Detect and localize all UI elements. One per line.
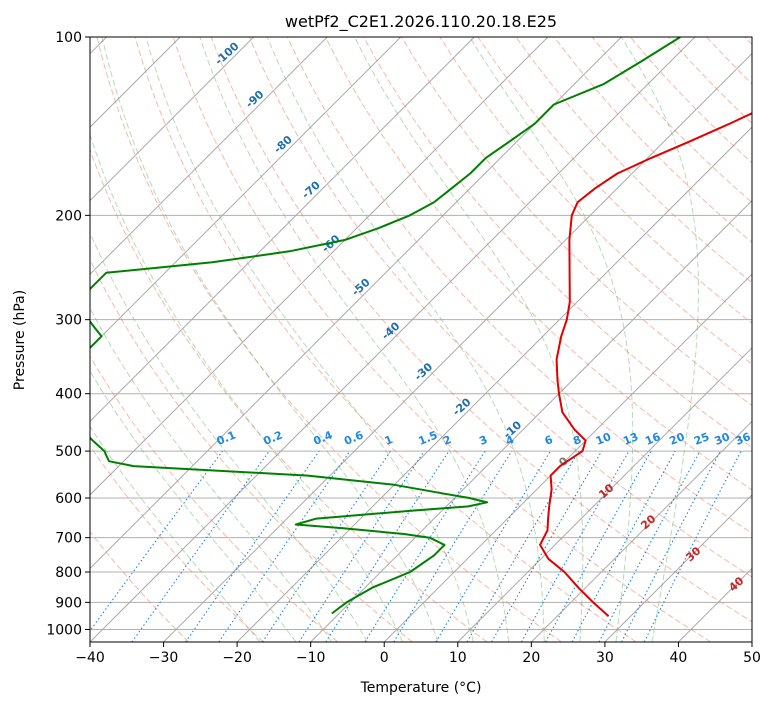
mixing-ratio-label: 36 (733, 430, 752, 448)
x-tick-label: −10 (296, 650, 326, 666)
dewpoint-profile-line (90, 37, 681, 615)
dry-adiabat (248, 37, 752, 578)
x-tick-label: 40 (670, 650, 688, 666)
moist-adiabat (199, 37, 510, 642)
dry-adiabat (90, 148, 488, 642)
moist-adiabat (145, 37, 474, 642)
mixing-ratio-label: 30 (713, 430, 732, 448)
moist-adiabat (101, 37, 439, 642)
mixing-ratio-label: 25 (692, 430, 711, 448)
mixing-ratio-label: 8 (571, 433, 583, 448)
isotherm-line (90, 37, 696, 642)
x-tick-label: 0 (380, 650, 389, 666)
y-tick-label: 500 (55, 444, 82, 460)
y-tick-label: 300 (55, 313, 82, 329)
mixing-ratio-line (571, 450, 676, 642)
mixing-ratio-label: 1 (383, 433, 395, 448)
dry-adiabat (286, 37, 752, 534)
x-tick-label: 30 (596, 650, 614, 666)
x-axis-label: Temperature (°C) (360, 680, 482, 696)
isotherm-line (383, 273, 752, 642)
isotherm-line (163, 52, 752, 642)
y-axis-label: Pressure (hPa) (12, 290, 28, 390)
mixing-ratio-label: 3 (477, 433, 489, 448)
dry-adiabat (90, 355, 339, 642)
y-tick-label: 400 (55, 387, 82, 403)
dry-adiabat (515, 37, 752, 284)
plot-frame (89, 36, 753, 643)
isotherm-line (90, 37, 622, 570)
moist-adiabat (90, 425, 261, 642)
mixing-ratio-label: 13 (621, 430, 640, 448)
mixing-ratio-label: 2 (441, 433, 453, 448)
dry-adiabat (90, 531, 190, 642)
mixing-ratio-line (185, 450, 320, 642)
y-tick-label: 100 (55, 30, 82, 46)
isotherm-line (90, 37, 328, 275)
mixing-ratio-line (298, 450, 425, 642)
dry-adiabat (90, 445, 264, 642)
chart-title: wetPf2_C2E1.2026.110.20.18.E25 (285, 12, 557, 32)
dry-adiabat (401, 37, 752, 407)
mixing-ratio-line (545, 450, 652, 642)
x-tick-label: 10 (449, 650, 467, 666)
isotherm-line (90, 37, 255, 202)
mixing-ratio-line (262, 450, 391, 642)
dry-adiabat (325, 37, 752, 491)
isotherm-line (236, 126, 752, 642)
mixing-ratio-line (325, 450, 450, 642)
dry-adiabat (96, 37, 562, 642)
y-tick-label: 900 (55, 595, 82, 611)
y-tick-label: 800 (55, 565, 82, 581)
x-tick-label: −30 (149, 650, 179, 666)
dry-adiabat (90, 258, 413, 642)
mixing-ratio-line (90, 450, 223, 632)
mixing-ratio-line (393, 450, 513, 642)
y-tick-label: 1000 (46, 622, 82, 638)
mixing-ratio-label: 16 (643, 430, 662, 448)
x-tick-label: −40 (75, 650, 105, 666)
isotherm-line (90, 37, 475, 423)
y-tick-label: 700 (55, 531, 82, 547)
isotherm-line (604, 494, 752, 642)
moist-adiabat (620, 37, 699, 642)
y-tick-label: 600 (55, 491, 82, 507)
moist-adiabat (354, 37, 584, 642)
moist-adiabat (266, 37, 545, 642)
dry-adiabat (172, 37, 712, 642)
moist-adiabat (90, 370, 297, 642)
x-tick-label: −20 (222, 650, 252, 666)
moist-adiabat (90, 133, 404, 642)
mixing-ratio-label: 20 (667, 430, 686, 448)
mixing-ratio-line (521, 450, 630, 642)
dry-adiabat (439, 37, 752, 365)
mixing-ratio-line (218, 450, 351, 642)
isotherm-line (90, 37, 549, 496)
temperature-profile-line (539, 112, 752, 617)
x-tick-label: 50 (743, 650, 761, 666)
mixing-ratio-line (643, 450, 742, 642)
mixing-ratio-label: 10 (594, 430, 613, 448)
isotherm-line (457, 347, 752, 642)
dry-adiabat (210, 37, 752, 623)
x-tick-label: 20 (522, 650, 540, 666)
isotherm-line (530, 420, 752, 642)
moist-adiabat (90, 231, 368, 642)
mixing-ratio-line (131, 450, 270, 642)
y-tick-label: 200 (55, 208, 82, 224)
dry-adiabat (134, 37, 637, 642)
